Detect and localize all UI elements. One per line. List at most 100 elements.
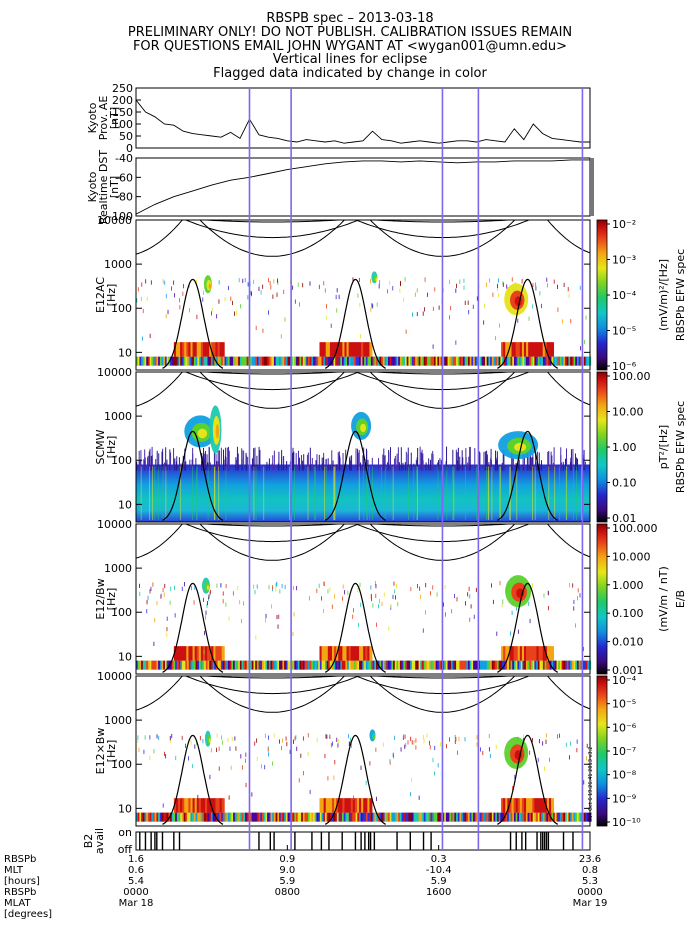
e12bw-lowfreq-cell [423, 660, 427, 670]
e12ac-lowfreq-cell [462, 356, 466, 366]
e12bw-lowfreq-cell [587, 660, 590, 670]
e12ac-lowfreq-cell [285, 356, 289, 366]
e12xbw-lowfreq-cell [565, 812, 568, 822]
e12xbw-lowfreq-cell [508, 812, 512, 822]
e12xbw-intensity-block [331, 798, 335, 813]
e12xbw-lowfreq-cell [306, 812, 309, 822]
e12ac-lowfreq-cell [139, 356, 142, 366]
e12bw-intensity-block [344, 646, 348, 661]
e12ac-colorbar-unit: (mV/m)²/[Hz] [657, 259, 670, 331]
e12ac-lowfreq-cell [158, 356, 161, 366]
e12ac-lowfreq-cell [576, 356, 580, 366]
e12ac-lowfreq-cell [137, 356, 141, 366]
footer-col-2-mlt: -10.4 [426, 865, 452, 876]
e12xbw-lowfreq-cell [490, 812, 493, 822]
e12xbw-lowfreq-cell [316, 812, 319, 822]
e12xbw-lowfreq-cell [418, 812, 421, 822]
e12bw-lowfreq-cell [525, 660, 529, 670]
e12ac-lowfreq-cell [326, 356, 329, 366]
e12bw-intensity-block [348, 646, 352, 661]
e12xbw-lowfreq-cell [309, 812, 312, 822]
e12xbw-lowfreq-cell [394, 812, 398, 822]
e12xbw-lowfreq-cell [166, 812, 169, 822]
e12xbw-lowfreq-cell [158, 812, 161, 822]
e12xbw-lowfreq-cell [542, 812, 546, 822]
e12bw-ytick-label: 10 [118, 650, 132, 663]
ae-panel-frame [135, 87, 591, 149]
e12ac-lowfreq-cell [330, 356, 333, 366]
e12xbw-lowfreq-cell [261, 812, 265, 822]
e12xbw-lowfreq-cell [323, 812, 326, 822]
e12xbw-lowfreq-cell [478, 812, 481, 822]
e12ac-harmonic-curve [199, 220, 346, 257]
e12ac-lowfreq-cell [309, 356, 312, 366]
e12bw-lowfreq-cell [296, 660, 299, 670]
e12ac-intensity-block [517, 342, 521, 357]
e12xbw-lowfreq-cell [539, 812, 542, 822]
e12ac-intensity-block [173, 342, 177, 357]
title-line-5: Flagged data indicated by change in colo… [213, 66, 487, 81]
e12xbw-lowfreq-cell [204, 812, 207, 822]
e12ac-lowfreq-cell [427, 356, 430, 366]
e12ac-lowfreq-cell [379, 356, 382, 366]
e12xbw-lowfreq-cell [209, 812, 212, 822]
e12bw-lowfreq-cell [313, 660, 316, 670]
e12bw-intensity-block [350, 646, 354, 661]
e12bw-lowfreq-cell [158, 660, 161, 670]
e12ac-lowfreq-cell [370, 356, 374, 366]
scmw-colorbar-label: 0.10 [612, 477, 637, 490]
e12xbw-lowfreq-cell [256, 812, 260, 822]
e12bw-lowfreq-cell [324, 660, 328, 670]
e12ac-lowfreq-cell [217, 356, 221, 366]
e12ac-lowfreq-cell [268, 356, 272, 366]
e12ac-lowfreq-cell [355, 356, 358, 366]
e12ac-lowfreq-cell [491, 356, 495, 366]
e12xbw-lowfreq-cell [207, 812, 210, 822]
e12ac-lowfreq-cell [210, 356, 214, 366]
e12bw-lowfreq-cell [570, 660, 573, 670]
e12ac-intensity-block [188, 342, 192, 357]
e12bw-intensity-block [517, 646, 521, 661]
e12bw-lowfreq-cell [268, 660, 272, 670]
e12bw-lowfreq-cell [359, 660, 362, 670]
e12bw-lowfreq-cell [272, 660, 275, 670]
e12xbw-intensity-block [188, 798, 192, 813]
b2-ylabel-line-1: avail [93, 828, 106, 854]
e12xbw-intensity-block [359, 798, 363, 813]
e12bw-lowfreq-cell [159, 660, 163, 670]
e12bw-intensity-block [521, 646, 525, 661]
e12ac-intensity-block [532, 342, 536, 357]
e12bw-lowfreq-cell [505, 660, 508, 670]
e12xbw-lowfreq-cell [227, 812, 231, 822]
e12ac-lowfreq-cell [360, 356, 364, 366]
e12ac-lowfreq-cell [578, 356, 581, 366]
e12ac-lowfreq-cell [563, 356, 566, 366]
e12ac-lowfreq-cell [209, 356, 212, 366]
e12ac-lowfreq-cell [304, 356, 307, 366]
e12ac-lowfreq-cell [546, 356, 549, 366]
e12xbw-lowfreq-cell [447, 812, 450, 822]
e12ac-lowfreq-cell [181, 356, 185, 366]
e12bw-lowfreq-cell [471, 660, 474, 670]
e12ac-lowfreq-cell [146, 356, 149, 366]
e12xbw-lowfreq-cell [554, 812, 558, 822]
e12ac-lowfreq-cell [319, 356, 323, 366]
e12xbw-lowfreq-cell [423, 812, 427, 822]
e12ac-lowfreq-cell [367, 356, 370, 366]
e12xbw-lowfreq-cell [524, 812, 527, 822]
e12ac-lowfreq-cell [534, 356, 537, 366]
e12ac-lowfreq-cell [219, 356, 222, 366]
e12bw-intensity-block [319, 646, 323, 661]
e12ac-colorbar-label: 10⁻³ [612, 254, 636, 267]
e12xbw-lowfreq-cell [372, 812, 375, 822]
e12ac-intensity-block [523, 342, 527, 357]
e12xbw-lowfreq-cell [410, 812, 413, 822]
e12bw-lowfreq-cell [539, 660, 542, 670]
e12ac-lowfreq-cell [243, 356, 246, 366]
e12xbw-lowfreq-cell [367, 812, 370, 822]
e12ac-intensity-block [530, 342, 534, 357]
e12ac-lowfreq-cell [554, 356, 558, 366]
e12xbw-lowfreq-cell [176, 812, 180, 822]
e12xbw-lowfreq-cell [420, 812, 423, 822]
e12ac-intensity-block [511, 342, 515, 357]
